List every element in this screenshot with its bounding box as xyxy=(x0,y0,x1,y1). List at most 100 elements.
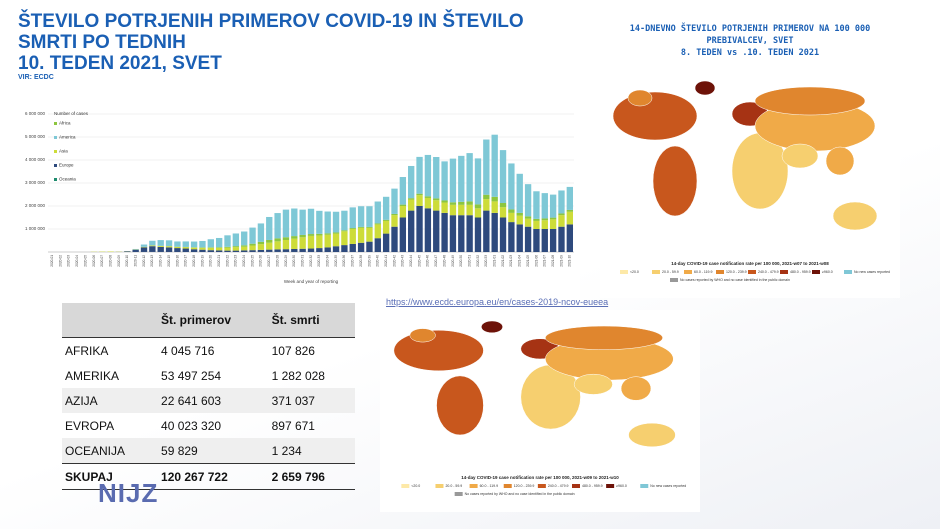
bar-segment xyxy=(149,246,156,252)
bar-segment xyxy=(207,239,214,248)
map-legend-label: 240.0 - 479.9 xyxy=(548,484,569,488)
bar-segment xyxy=(257,241,265,245)
table-cell: 40 023 320 xyxy=(161,418,222,433)
bar-segment xyxy=(224,246,231,248)
legend-swatch xyxy=(54,136,57,139)
bar-segment xyxy=(416,205,423,252)
bar-segment xyxy=(524,226,532,252)
bar-segment xyxy=(441,202,448,213)
legend-title: Number of cases xyxy=(54,111,89,116)
bar-segment xyxy=(533,228,540,252)
bar-segment xyxy=(382,219,390,221)
bar-segment xyxy=(408,198,415,200)
bar-segment xyxy=(149,245,156,247)
bar-segment xyxy=(215,237,223,248)
bar-segment xyxy=(190,241,198,248)
table-cell: 2 659 796 xyxy=(271,469,325,484)
bar-segment xyxy=(458,215,465,252)
map-region xyxy=(627,89,653,107)
map-legend-label: 60.0 - 119.9 xyxy=(694,270,712,274)
map-legend-swatch xyxy=(716,270,724,274)
bar-segment xyxy=(491,196,498,202)
y-tick-label: 3 000 000 xyxy=(25,180,46,185)
bar-segment xyxy=(165,247,173,252)
bar-segment xyxy=(266,242,273,250)
bar-segment xyxy=(299,248,306,252)
bar-segment xyxy=(241,245,248,247)
header-row: Št. primerov Št. smrti xyxy=(62,303,355,338)
map-region xyxy=(393,330,484,372)
bar-segment xyxy=(282,209,290,238)
map-legend-swatch xyxy=(812,270,820,274)
bar-segment xyxy=(215,250,223,252)
bar-segment xyxy=(257,249,265,252)
bar-segment xyxy=(190,247,198,250)
bar-segment xyxy=(215,247,223,248)
bar-segment xyxy=(508,163,515,210)
bar-segment xyxy=(399,177,407,205)
x-tick-label: 2020-11 xyxy=(134,255,138,267)
bar-segment xyxy=(483,139,490,195)
x-tick-label: 2020-44 xyxy=(409,255,413,267)
legend-label: Europe xyxy=(59,163,74,168)
map: 14-day COVID-19 case notification rate p… xyxy=(600,68,900,298)
bar-segment xyxy=(424,197,432,209)
bar-segment xyxy=(533,220,540,229)
x-tick-label: 2020-12 xyxy=(142,255,146,267)
table-cell: 107 826 xyxy=(271,343,315,358)
legend-swatch xyxy=(54,164,57,167)
bar-segment xyxy=(399,204,407,206)
map-region xyxy=(694,80,716,96)
map-legend-label: ≥960.0 xyxy=(822,270,833,274)
table-cell: 53 497 254 xyxy=(161,368,222,383)
bar-segment xyxy=(357,242,365,252)
bar-segment xyxy=(182,241,189,247)
bar-segment xyxy=(266,249,273,252)
link[interactable]: https://www.ecdc.europa.eu/en/cases-2019… xyxy=(386,297,609,307)
map-legend-label: 120.0 - 239.9 xyxy=(514,484,535,488)
map-legend-swatch xyxy=(640,484,649,488)
map-region xyxy=(781,143,819,169)
bar-segment xyxy=(474,217,482,252)
bar-segment xyxy=(391,215,398,227)
map-region xyxy=(573,373,613,395)
x-tick-label: 2020-14 xyxy=(159,255,163,267)
map-legend-label: No new cases reported xyxy=(650,484,686,488)
map-region xyxy=(409,328,436,343)
x-tick-label: 2020-39 xyxy=(367,255,371,267)
bar-segment xyxy=(157,246,164,252)
bar-segment xyxy=(483,194,490,200)
x-tick-label: 2021-02 xyxy=(501,255,505,267)
bar-segment xyxy=(541,193,548,219)
bar-segment xyxy=(499,150,507,204)
bar-segment xyxy=(165,240,173,247)
bar-segment xyxy=(266,239,273,243)
bar-segment xyxy=(299,234,306,238)
bar-segment xyxy=(549,228,557,252)
title-line: ŠTEVILO POTRJENIH PRIMEROV COVID-19 IN Š… xyxy=(18,11,524,32)
bar-segment xyxy=(282,239,290,250)
bar-segment xyxy=(232,247,240,251)
x-tick-label: 2020-24 xyxy=(242,255,246,267)
table-cell: 4 045 716 xyxy=(161,343,215,358)
bar-segment xyxy=(374,201,381,224)
x-tick-label: 2020-36 xyxy=(342,255,346,267)
map-region xyxy=(545,325,663,350)
map-region xyxy=(652,145,698,217)
bar-segment xyxy=(332,233,340,247)
bar-segment xyxy=(291,208,298,237)
map-legend-label: 20.0 - 59.9 xyxy=(662,270,679,274)
x-tick-label: 2020-15 xyxy=(167,255,171,267)
bar-segment xyxy=(349,228,356,244)
bar-segment xyxy=(566,209,573,212)
y-tick-label: 5 000 000 xyxy=(25,134,46,139)
bar-segment xyxy=(274,241,281,250)
bar-segment xyxy=(491,201,498,213)
x-tick-label: 2020-28 xyxy=(275,255,279,267)
map-legend-swatch xyxy=(401,484,410,488)
bar-segment xyxy=(316,210,323,234)
x-tick-label: 2020-08 xyxy=(108,255,112,267)
table: Št. primerov Št. smrti AFRIKA 4 045 716 107… xyxy=(62,303,355,490)
x-tick-label: 2021-06 xyxy=(534,255,538,267)
